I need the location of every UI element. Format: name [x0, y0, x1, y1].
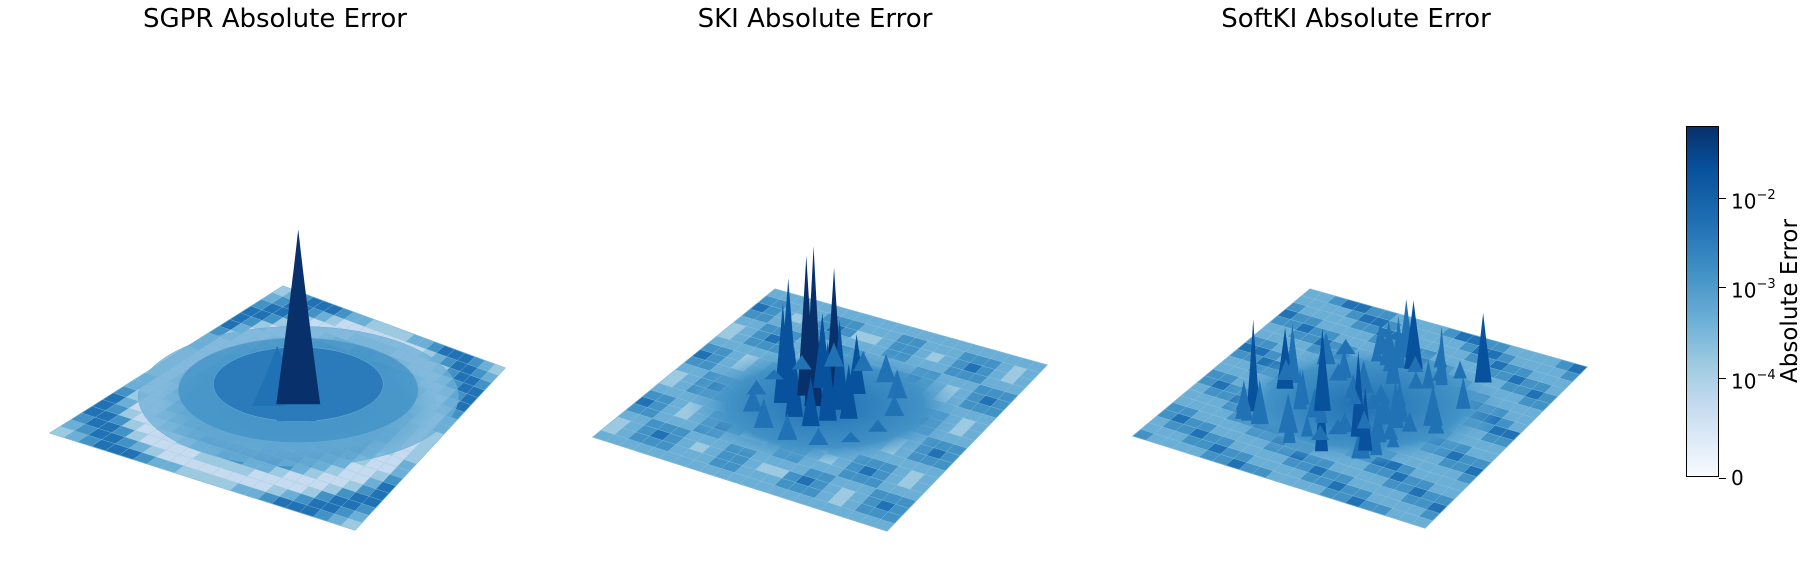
error-spike — [1278, 393, 1299, 433]
error-spike — [1328, 418, 1348, 435]
error-spike — [1392, 315, 1405, 364]
error-spike — [1348, 388, 1362, 405]
error-spike — [753, 397, 774, 428]
error-spike — [1435, 325, 1448, 386]
error-spike — [1283, 357, 1300, 379]
colorbar-tick — [1719, 287, 1726, 288]
error-spike — [876, 353, 897, 383]
surface-cell — [1026, 361, 1048, 373]
error-spike — [276, 229, 321, 405]
colorbar-tick-label: 10−2 — [1731, 188, 1776, 214]
error-spike — [1455, 376, 1471, 409]
error-spike — [1421, 359, 1435, 389]
error-spike — [1474, 312, 1492, 383]
error-spike — [1300, 414, 1314, 437]
error-spike — [1453, 360, 1467, 379]
error-spike — [1350, 350, 1366, 437]
error-spike — [1335, 338, 1356, 355]
softki-surface-plot — [1131, 288, 1588, 529]
error-spike — [839, 363, 858, 419]
colorbar — [1686, 126, 1719, 477]
error-spike — [847, 333, 866, 394]
surface-cell — [1566, 363, 1588, 375]
error-spike — [764, 369, 785, 380]
error-spike — [779, 278, 798, 389]
error-spike — [1313, 328, 1331, 411]
ski-surface-plot — [591, 246, 1048, 532]
error-spike — [308, 352, 349, 398]
error-spike — [746, 379, 767, 395]
error-spike — [1369, 403, 1387, 443]
colorbar-tick — [1719, 198, 1726, 199]
colorbar-tick-label: 10−4 — [1731, 368, 1776, 394]
error-spike — [1407, 355, 1424, 372]
error-spike — [1240, 400, 1253, 421]
error-spike — [777, 413, 798, 440]
error-spike — [1423, 384, 1443, 426]
error-spike — [1393, 386, 1406, 406]
error-spike — [867, 419, 888, 432]
sgpr-surface-plot — [48, 229, 506, 531]
error-spike — [791, 354, 812, 370]
error-spike — [887, 369, 908, 399]
colorbar-label: Absolute Error — [1777, 219, 1803, 383]
error-spike — [1250, 379, 1269, 425]
error-spike — [808, 427, 829, 446]
error-spike — [823, 342, 844, 367]
error-spike — [1408, 371, 1424, 389]
error-spike — [813, 312, 832, 388]
surface-cell — [487, 364, 506, 376]
colorbar-tick-label: 0 — [1731, 466, 1744, 490]
error-spike — [1386, 431, 1400, 448]
colorbar-tick-label: 10−3 — [1731, 277, 1776, 303]
error-spike — [1404, 300, 1423, 369]
error-spike — [840, 431, 861, 443]
error-spike — [1328, 363, 1348, 381]
colorbar-tick — [1719, 378, 1726, 379]
error-spike — [1246, 318, 1260, 412]
error-spike — [1311, 424, 1330, 440]
softki-title: SoftKI Absolute Error — [1221, 4, 1491, 34]
error-spike — [742, 387, 763, 412]
error-spike — [884, 394, 905, 416]
error-spike — [1356, 410, 1372, 429]
colorbar-tick — [1719, 478, 1726, 479]
ski-title: SKI Absolute Error — [697, 4, 933, 34]
error-spike — [1370, 341, 1384, 362]
error-spike — [1293, 369, 1307, 410]
error-spike — [853, 350, 874, 371]
error-spike — [1371, 384, 1391, 404]
sgpr-title: SGPR Absolute Error — [143, 4, 407, 34]
error-spike — [1402, 411, 1418, 432]
error-spike — [801, 376, 820, 427]
